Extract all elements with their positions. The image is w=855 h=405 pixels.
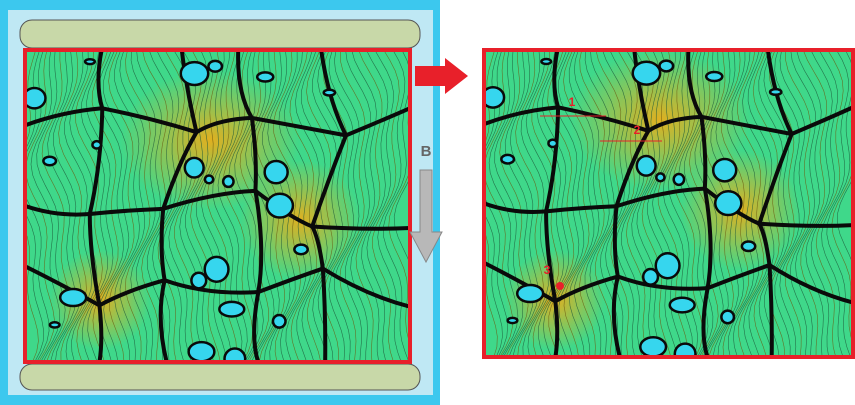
- pore: [205, 257, 229, 282]
- left-panel: [0, 0, 440, 405]
- pore: [223, 176, 233, 187]
- pore: [219, 302, 244, 317]
- pore: [640, 337, 666, 356]
- pore: [674, 174, 684, 185]
- pore: [85, 59, 95, 64]
- pore: [742, 241, 755, 251]
- pore: [715, 191, 741, 215]
- pore: [721, 311, 734, 324]
- pore: [294, 245, 307, 255]
- pore: [706, 72, 722, 81]
- grain-boundary: [769, 265, 771, 357]
- pore: [541, 59, 551, 64]
- pore: [208, 61, 222, 72]
- pore: [92, 141, 101, 148]
- pore: [191, 273, 206, 289]
- pore: [670, 298, 695, 313]
- pore: [181, 62, 208, 85]
- pore: [675, 344, 696, 365]
- figure: B 1 2 3: [0, 0, 855, 405]
- point-label: 3: [544, 263, 551, 277]
- field-label: B: [421, 143, 432, 160]
- hot-spot: [556, 282, 564, 290]
- grain-boundary: [555, 301, 557, 357]
- pore: [501, 155, 514, 164]
- pore: [659, 61, 673, 72]
- pore: [656, 253, 680, 278]
- pore: [60, 289, 86, 306]
- pore: [267, 194, 293, 218]
- pore: [517, 285, 543, 302]
- pore: [50, 322, 60, 327]
- pore: [508, 318, 518, 323]
- grain-boundary: [99, 305, 101, 362]
- grain-boundary: [759, 224, 853, 226]
- pore: [548, 140, 557, 147]
- right-panel: 1 2 3: [468, 50, 855, 364]
- pore: [324, 90, 335, 96]
- electrode-top: [20, 20, 420, 48]
- sample: [9, 50, 423, 369]
- sample-zoom: [468, 50, 855, 364]
- pore: [43, 157, 56, 166]
- pore: [656, 173, 664, 181]
- pore: [257, 72, 273, 81]
- pore: [713, 159, 736, 181]
- pore: [205, 175, 213, 183]
- pore: [265, 161, 288, 183]
- point-label: 1: [569, 95, 576, 109]
- pore: [637, 156, 656, 176]
- grain-boundary: [312, 227, 410, 229]
- pore: [633, 62, 660, 85]
- point-label: 2: [634, 123, 641, 137]
- electrode-bottom: [20, 364, 420, 390]
- pore: [273, 315, 286, 328]
- pore: [189, 342, 215, 361]
- pore: [185, 158, 204, 178]
- pore: [770, 89, 781, 95]
